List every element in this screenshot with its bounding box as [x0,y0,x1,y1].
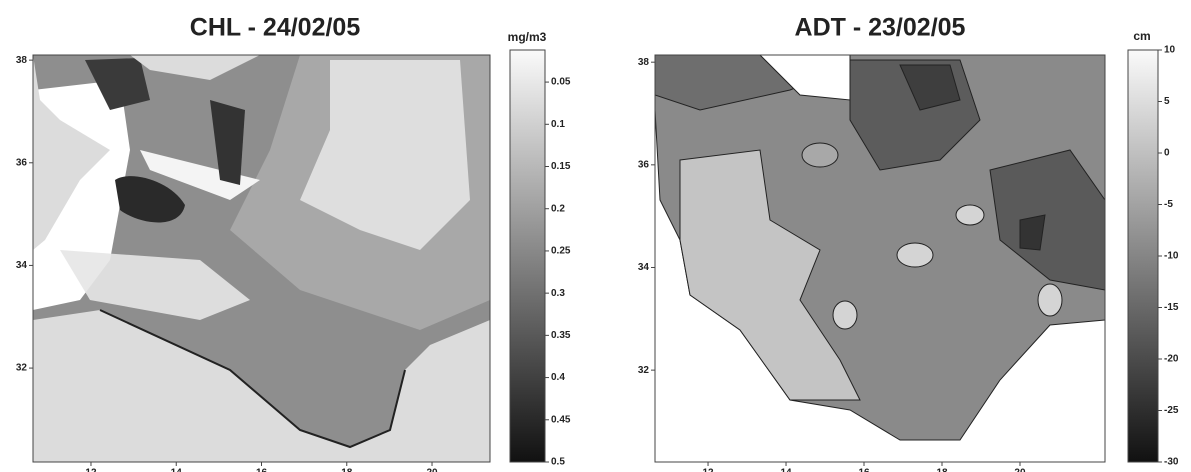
colorbar-tick-label: 0.05 [551,77,571,88]
colorbar-tick-label: 0.25 [551,246,571,257]
colorbar-tick-label: 0.35 [551,330,571,341]
colorbar-tick-label: 5 [1164,96,1170,107]
colorbar-tick-label: 0.3 [551,288,565,299]
x-tick-label: 12 [702,468,714,472]
colorbar-tick-label: 0.45 [551,414,571,425]
y-tick-label: 36 [16,157,28,168]
colorbar-tick-label: 0.15 [551,161,571,172]
colorbar-tick-label: 0.2 [551,203,565,214]
adt-map [655,55,1105,462]
y-tick-label: 32 [638,365,650,376]
x-tick-label: 16 [858,468,870,472]
y-tick-label: 36 [638,159,650,170]
y-tick-label: 34 [638,262,650,273]
colorbar-tick-label: 0.1 [551,119,565,130]
colorbar-tick-label: -10 [1164,251,1179,262]
y-tick-label: 34 [16,260,28,271]
x-tick-label: 18 [936,468,948,472]
x-tick-label: 16 [256,468,268,472]
colorbar-unit: cm [1133,29,1150,43]
panel-title: CHL - 24/02/05 [190,14,361,42]
colorbar [1127,49,1159,463]
colorbar-tick-label: 0.5 [551,457,565,468]
colorbar-tick-label: -15 [1164,302,1179,313]
panel-title: ADT - 23/02/05 [795,14,966,42]
colorbar-tick-label: 10 [1164,45,1176,56]
x-tick-label: 14 [780,468,792,472]
x-tick-label: 12 [85,468,97,472]
x-tick-label: 14 [171,468,183,472]
y-tick-label: 38 [638,57,650,68]
colorbar [509,49,546,463]
colorbar-tick-label: 0.4 [551,372,565,383]
x-tick-label: 20 [426,468,438,472]
x-tick-label: 20 [1014,468,1026,472]
colorbar-tick-label: -5 [1164,199,1173,210]
colorbar-unit: mg/m3 [508,30,547,44]
y-tick-label: 32 [16,363,28,374]
y-tick-label: 38 [16,55,28,66]
colorbar-tick-label: -25 [1164,405,1179,416]
map-frame [654,54,1106,463]
chl-map [33,55,490,462]
colorbar-tick-label: 0 [1164,148,1170,159]
colorbar-tick-label: -30 [1164,457,1179,468]
x-tick-label: 18 [341,468,353,472]
colorbar-tick-label: -20 [1164,354,1179,365]
